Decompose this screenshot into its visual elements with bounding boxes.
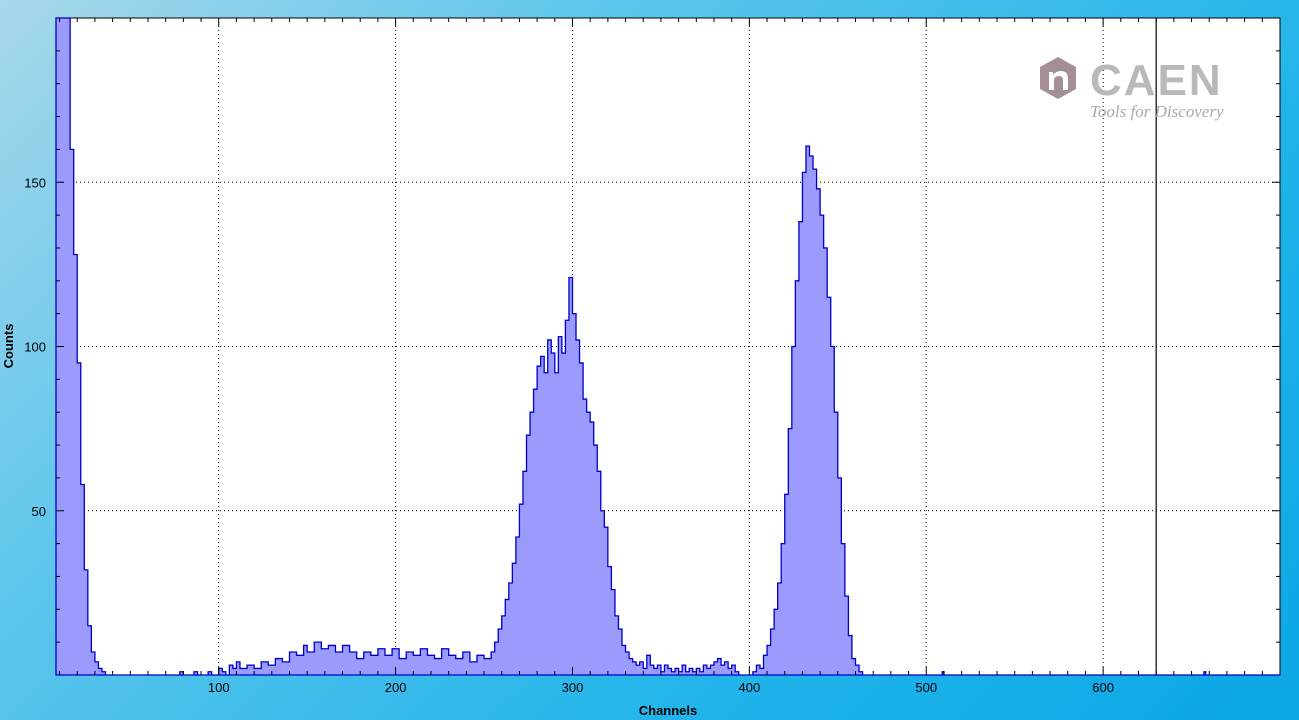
- caen-n-icon: [1040, 57, 1076, 99]
- data-layer: [55, 17, 1280, 676]
- logo-tagline: Tools for Discovery: [1090, 102, 1224, 121]
- caen-logo: CAEN Tools for Discovery: [1040, 56, 1224, 121]
- x-tick-label: 600: [1092, 680, 1114, 695]
- tick-layer: [56, 18, 1281, 675]
- y-tick-label: 100: [24, 340, 46, 355]
- x-tick-label: 300: [562, 680, 584, 695]
- x-tick-label: 500: [915, 680, 937, 695]
- y-tick-label: 50: [32, 504, 46, 519]
- y-tick-label: 150: [24, 175, 46, 190]
- label-layer: 100 200 300 400 500 600 50 100 150: [24, 175, 1114, 695]
- x-tick-label: 200: [385, 680, 407, 695]
- x-tick-label: 100: [208, 680, 230, 695]
- logo-name: CAEN: [1090, 56, 1223, 105]
- spectrum-histogram: [55, 17, 1280, 676]
- x-tick-label: 400: [739, 680, 761, 695]
- x-axis-title: Channels: [639, 703, 698, 718]
- y-axis-title: Counts: [1, 324, 16, 369]
